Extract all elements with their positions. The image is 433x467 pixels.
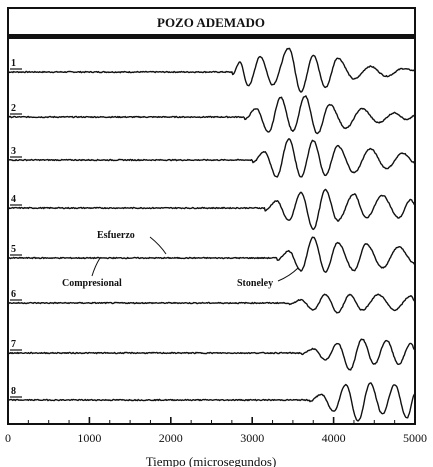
- trace-label-3: 3: [11, 146, 16, 157]
- trace-label-7: 7: [11, 339, 16, 350]
- x-axis-label: Tiempo (microsegundos): [146, 454, 277, 467]
- x-tick-label: 1000: [77, 431, 101, 445]
- plot-frame: [7, 7, 416, 425]
- x-tick-label: 3000: [240, 431, 264, 445]
- trace-line-6: [7, 293, 416, 314]
- trace-line-5: [7, 236, 416, 273]
- trace-label-6: 6: [11, 289, 16, 300]
- trace-label-group: 1 2 3 4 5 6 7 8: [10, 58, 22, 398]
- trace-label-4: 4: [11, 194, 16, 205]
- x-tick-label: 0: [5, 431, 11, 445]
- trace-label-8: 8: [11, 386, 16, 397]
- trace-label-5: 5: [11, 244, 16, 255]
- annotation-esfuerzo: Esfuerzo: [97, 230, 135, 241]
- x-tick-label: 2000: [159, 431, 183, 445]
- trace-group: [7, 47, 416, 422]
- trace-line-4: [7, 188, 416, 231]
- x-tick-label: 5000: [403, 431, 427, 445]
- title-underbar: [8, 34, 415, 39]
- trace-label-1: 1: [11, 58, 16, 69]
- annotation-stoneley-pointer: [277, 267, 299, 282]
- x-axis: 0 1000 2000 3000 4000 5000: [5, 417, 427, 445]
- trace-label-2: 2: [11, 103, 16, 114]
- trace-line-1: [7, 47, 416, 93]
- annotation-stoneley: Stoneley: [237, 278, 273, 289]
- trace-line-3: [7, 138, 416, 178]
- annotation-esfuerzo-pointer: [149, 236, 167, 255]
- chart-title: POZO ADEMADO: [157, 15, 265, 30]
- x-tick-label: 4000: [322, 431, 346, 445]
- trace-line-8: [7, 382, 416, 422]
- annotation-compresional: Compresional: [62, 278, 122, 289]
- trace-line-2: [7, 95, 416, 135]
- annotation-compresional-pointer: [91, 257, 101, 277]
- trace-line-7: [7, 338, 416, 371]
